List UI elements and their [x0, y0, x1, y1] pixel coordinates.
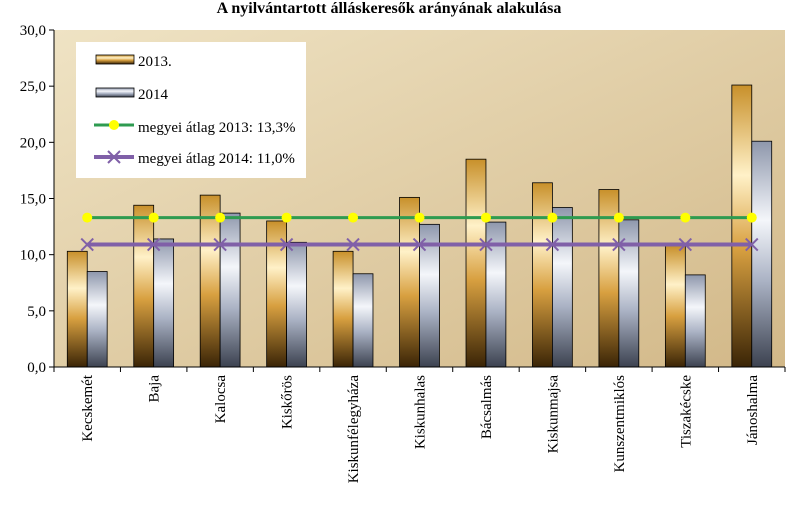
marker-stroke — [412, 237, 427, 252]
marker-stroke — [279, 237, 294, 252]
bar-2013-6 — [465, 158, 487, 368]
marker-2013-5 — [414, 212, 425, 223]
marker-2014-8 — [612, 237, 626, 252]
marker-2014-3 — [279, 237, 294, 252]
x-tick-label: Kiskunfélegyháza — [346, 375, 362, 484]
y-tick-label: 15,0 — [20, 192, 46, 208]
legend-swatch-2013 — [95, 54, 135, 65]
y-tick-label: 30,0 — [20, 23, 46, 39]
y-tick-label: 20,0 — [20, 135, 46, 151]
marker-2014-2 — [213, 237, 227, 252]
bar-2014-7 — [552, 207, 573, 368]
marker-stroke — [479, 237, 493, 252]
legend-label-2: megyei átlag 2013: 13,3% — [138, 120, 295, 136]
chart-title: A nyilvántartott álláskeresők arányának … — [217, 0, 562, 17]
marker-stroke — [213, 237, 227, 252]
bar-2014-3 — [286, 241, 307, 368]
marker-2013-1 — [148, 212, 159, 223]
marker-2014-1 — [146, 237, 161, 252]
marker-2014-10 — [745, 237, 759, 252]
legend: 2013. 2014 megyei átlag 2013: 13,3% megyei … — [76, 42, 306, 178]
y-axis: 0,0 5,0 10,0 15,0 20,0 25,0 30,0 — [20, 23, 55, 376]
bar-2013-1 — [133, 204, 155, 368]
legend-swatch-2014 — [95, 87, 135, 98]
marker-2013-10 — [746, 212, 757, 223]
legend-label-1: 2014 — [138, 87, 169, 103]
marker-2014-0 — [80, 237, 94, 252]
marker-stroke — [612, 237, 626, 252]
x-tick-label: Baja — [147, 375, 163, 403]
average-lines — [80, 212, 759, 252]
bar-2014-10 — [751, 140, 773, 368]
marker-2014-9 — [678, 237, 693, 252]
bar-2014-1 — [153, 238, 175, 368]
bar-2013-5 — [399, 196, 420, 368]
x-tick-label: Jánoshalma — [745, 375, 761, 445]
bar-2013-0 — [66, 250, 88, 368]
x-tick-label: Kunszentmiklós — [612, 375, 628, 473]
bar-2013-7 — [532, 182, 553, 368]
x-tick-label: Tiszakécske — [678, 375, 694, 448]
bar-2013-10 — [731, 84, 753, 368]
marker-2013-0 — [82, 212, 93, 223]
marker-2013-8 — [613, 212, 624, 223]
bar-2014-9 — [684, 274, 706, 368]
marker-2014-6 — [479, 237, 493, 252]
bar-2013-9 — [664, 245, 686, 368]
y-tick-label: 0,0 — [27, 360, 46, 376]
x-tick-label: Kalocsa — [213, 375, 229, 424]
x-tick-label: Kecskemét — [80, 374, 96, 441]
marker-2013-3 — [281, 212, 292, 223]
y-tick-label: 10,0 — [20, 248, 46, 264]
marker-2014-5 — [412, 237, 427, 252]
marker-stroke — [346, 237, 360, 252]
bar-2013-4 — [332, 250, 354, 368]
x-tick-label: Kiskunmajsa — [545, 375, 561, 454]
x-tick-label: Bácsalmás — [479, 375, 495, 439]
marker-stroke — [678, 237, 693, 252]
x-axis: Kecskemét Baja Kalocsa Kiskőrös Kiskunfélegy… — [53, 366, 786, 484]
x-tick-label: Kiskőrös — [280, 375, 296, 429]
marker-2013-2 — [215, 212, 226, 223]
marker-2014-4 — [346, 237, 360, 252]
y-tick-label: 25,0 — [20, 79, 46, 95]
y-tick-label: 5,0 — [27, 304, 46, 320]
legend-marker-2014 — [107, 150, 121, 164]
marker-stroke — [745, 237, 759, 252]
marker-2013-4 — [348, 212, 359, 223]
marker-stroke — [80, 237, 94, 252]
bar-2014-4 — [352, 273, 374, 368]
marker-stroke — [146, 237, 161, 252]
marker-stroke — [545, 237, 560, 252]
marker-stroke — [107, 150, 121, 164]
marker-2014-7 — [545, 237, 560, 252]
bar-2014-0 — [86, 271, 108, 368]
legend-marker-2013 — [109, 120, 119, 130]
legend-label-0: 2013. — [138, 54, 172, 70]
bar-2014-2 — [219, 212, 241, 368]
marker-2013-9 — [680, 212, 691, 223]
marker-2013-6 — [480, 212, 491, 223]
marker-2013-7 — [547, 212, 558, 223]
legend-label-3: megyei átlag 2014: 11,0% — [138, 151, 295, 167]
x-tick-label: Kiskunhalas — [413, 375, 429, 449]
